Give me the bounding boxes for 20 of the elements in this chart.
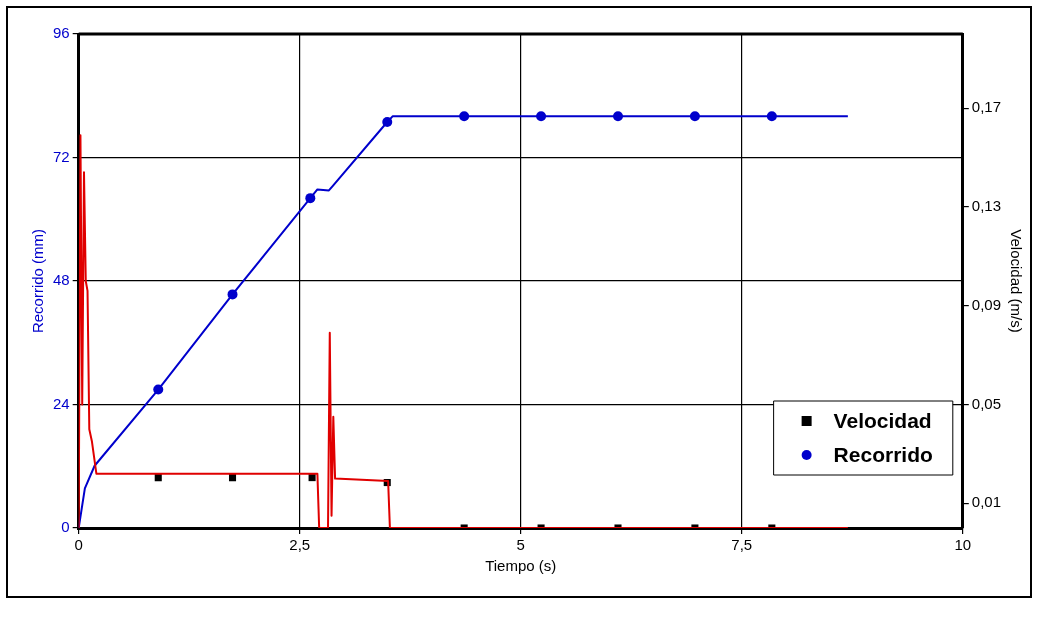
x-tick-label: 2,5	[289, 536, 311, 554]
legend-label: Recorrido	[833, 442, 933, 466]
y2-tick-label: 0,05	[971, 394, 1002, 412]
y-axis-title: Recorrido (mm)	[29, 228, 47, 334]
x-tick-label: 10	[954, 536, 972, 554]
y2-tick-label: 0,09	[971, 295, 1002, 313]
x-tick-label: 7,5	[731, 536, 753, 554]
y-tick-label: 0	[61, 518, 70, 536]
y-tick-label: 24	[53, 394, 70, 412]
y-tick-label: 48	[53, 271, 70, 289]
x-tick-label: 5	[516, 536, 525, 554]
y-tick-label: 96	[53, 24, 70, 42]
x-axis-title: Tiempo (s)	[485, 557, 557, 575]
y2-axis-title: Velocidad (m/s)	[1007, 229, 1025, 333]
x-tick-label: 0	[74, 536, 83, 554]
legend-label: Velocidad	[833, 408, 932, 432]
y2-tick-label: 0,01	[971, 493, 1002, 511]
y-tick-label: 72	[53, 147, 70, 165]
y2-tick-label: 0,17	[971, 98, 1002, 116]
y2-tick-label: 0,13	[971, 197, 1002, 215]
